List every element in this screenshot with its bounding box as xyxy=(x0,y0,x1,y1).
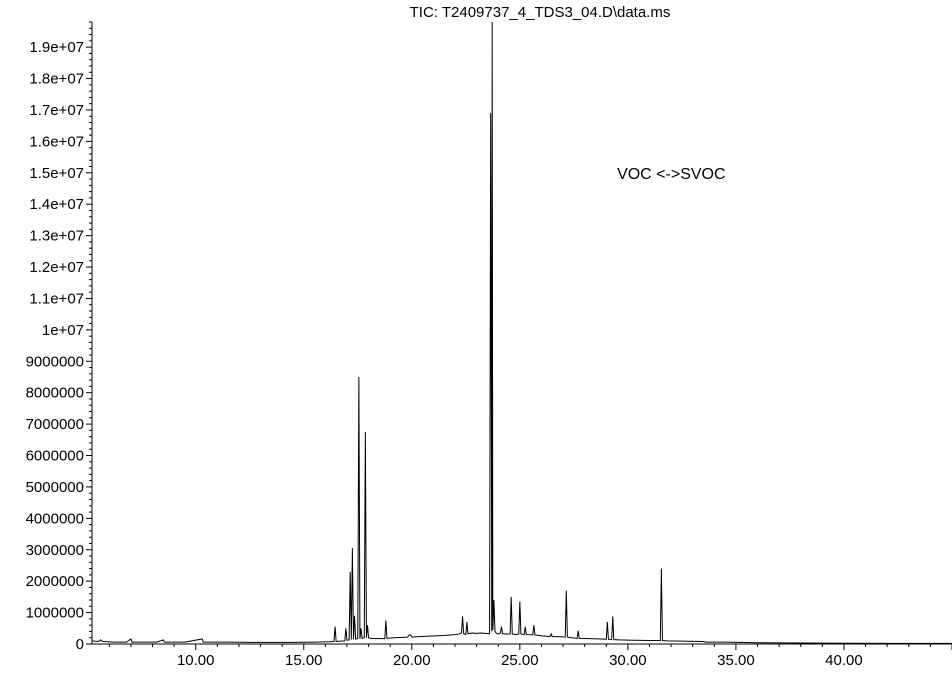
tic-series-line-0 xyxy=(91,21,952,644)
y-tick-label: 1.4e+07 xyxy=(29,196,84,213)
x-tick-label: 25.00 xyxy=(501,652,539,669)
y-tick-label: 1.8e+07 xyxy=(29,71,84,88)
y-tick-label: 4000000 xyxy=(26,510,84,527)
y-tick-label: 1.3e+07 xyxy=(29,228,84,245)
x-tick-label: 10.00 xyxy=(177,652,215,669)
series-layer xyxy=(91,21,952,644)
x-tick-label: 30.00 xyxy=(609,652,647,669)
y-tick-label: 5000000 xyxy=(26,479,84,496)
x-axis: 10.00 15.00 20.00 25.00 30.00 35.00 40.00 xyxy=(92,643,952,669)
y-tick-label: 9000000 xyxy=(26,353,84,370)
x-tick-label: 40.00 xyxy=(825,652,863,669)
x-tick-label: 35.00 xyxy=(717,652,755,669)
y-tick-label: 1000000 xyxy=(26,605,84,622)
y-tick-label: 2000000 xyxy=(26,573,84,590)
y-tick-label: 6000000 xyxy=(26,448,84,465)
y-tick-label: 1.9e+07 xyxy=(29,39,84,56)
y-tick-label: 1.1e+07 xyxy=(29,290,84,307)
y-tick-label: 1.2e+07 xyxy=(29,259,84,276)
y-tick-label: 1e+07 xyxy=(42,322,84,339)
annotation-layer: VOC <->SVOC xyxy=(617,166,725,183)
y-tick-label: 8000000 xyxy=(26,385,84,402)
y-tick-label: 7000000 xyxy=(26,416,84,433)
y-tick-label: 1.7e+07 xyxy=(29,102,84,119)
y-tick-label: 0 xyxy=(76,636,84,653)
chart-title: TIC: T2409737_4_TDS3_04.D\data.ms xyxy=(410,4,671,21)
y-axis: 0 1000000 2000000 3000000 4000000 5000000 6000… xyxy=(26,21,93,653)
y-tick-label: 1.5e+07 xyxy=(29,165,84,182)
voc-svoc-annotation: VOC <->SVOC xyxy=(617,166,725,183)
x-tick-label: 15.00 xyxy=(285,652,323,669)
y-tick-label: 1.6e+07 xyxy=(29,133,84,150)
x-tick-label: 20.00 xyxy=(393,652,431,669)
y-tick-label: 3000000 xyxy=(26,542,84,559)
